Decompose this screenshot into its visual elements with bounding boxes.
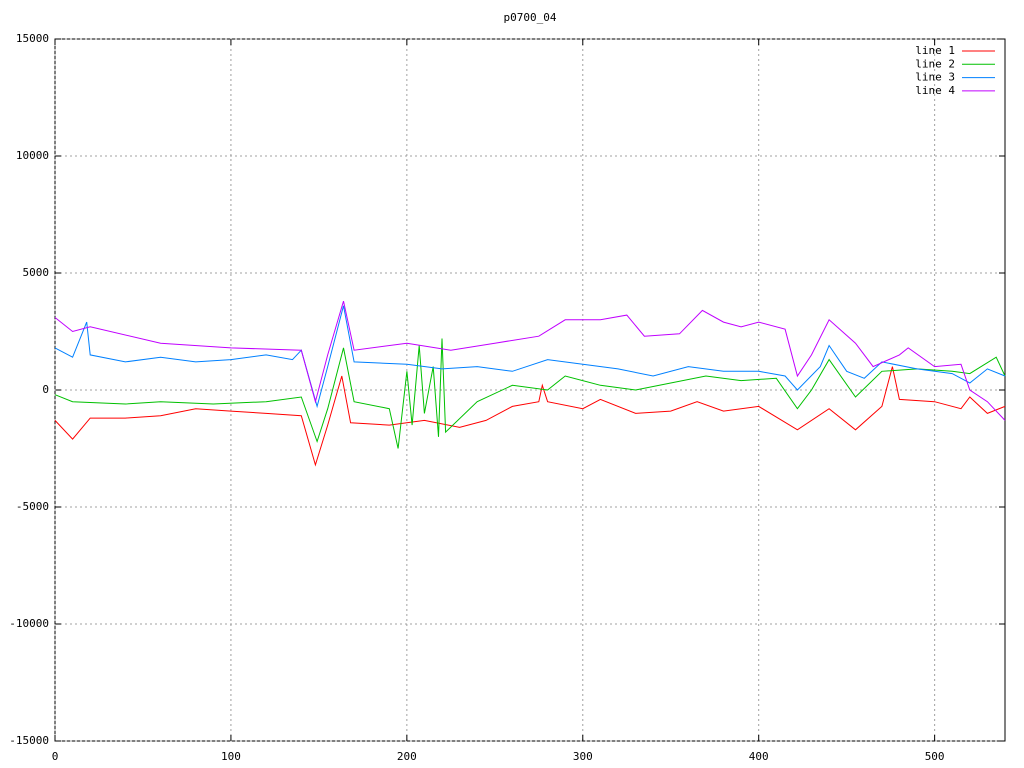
legend-label: line 4 [915,84,955,97]
x-tick-label: 100 [221,750,241,763]
legend-label: line 2 [915,57,955,70]
x-tick-label: 400 [749,750,769,763]
x-tick-label: 500 [925,750,945,763]
x-tick-label: 0 [52,750,59,763]
y-tick-label: -5000 [16,500,49,513]
data-line [54,300,1006,421]
legend-label: line 1 [915,44,955,57]
y-tick-label: 15000 [16,32,49,45]
y-tick-label: 5000 [23,266,50,279]
x-tick-label: 300 [573,750,593,763]
data-line [54,305,1006,409]
data-line [54,338,1006,449]
y-tick-label: 10000 [16,149,49,162]
x-tick-label: 200 [397,750,417,763]
y-tick-label: -10000 [9,617,49,630]
y-tick-label: 0 [42,383,49,396]
data-line [54,366,1006,467]
y-tick-label: -15000 [9,734,49,747]
chart-title: p0700_04 [504,11,557,24]
legend-label: line 3 [915,71,955,84]
